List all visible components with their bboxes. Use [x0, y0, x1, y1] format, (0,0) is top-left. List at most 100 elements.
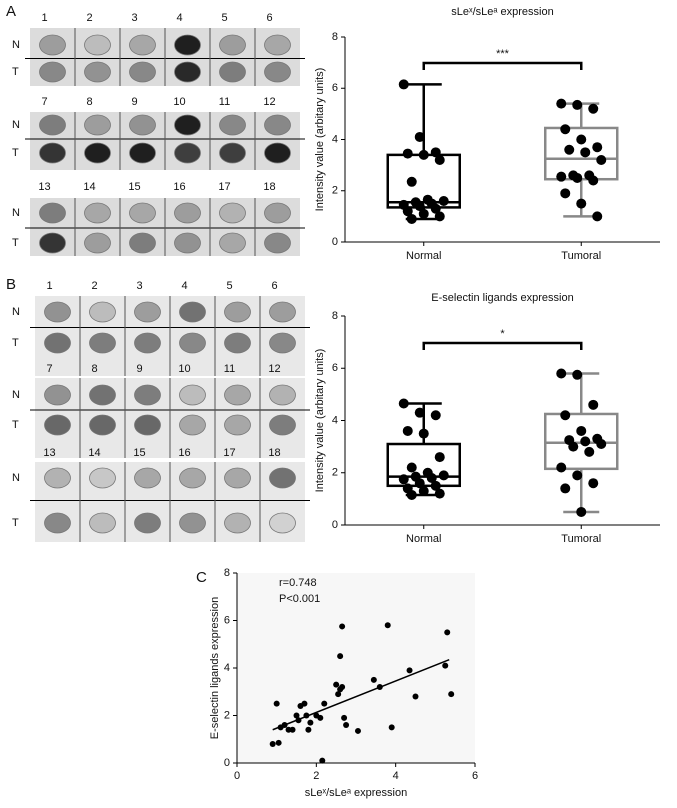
sample-number: 3	[131, 12, 137, 24]
sample-number: 18	[268, 447, 280, 459]
blot-dot	[219, 61, 246, 83]
significance-bracket	[422, 341, 583, 350]
significance-bracket	[422, 61, 583, 70]
blot-dot	[84, 61, 111, 83]
data-point	[438, 196, 449, 206]
blot-dot	[224, 512, 251, 534]
data-point	[556, 368, 567, 379]
data-point	[580, 147, 591, 158]
panel-label: C	[196, 569, 207, 586]
sample-number: 16	[178, 447, 190, 459]
blot-dot	[84, 232, 111, 254]
y-tick-label: 6	[224, 614, 230, 626]
sample-number: 2	[91, 280, 97, 292]
blot-dot	[179, 384, 206, 406]
data-point	[293, 712, 300, 719]
blot-dot	[129, 142, 156, 164]
blot-dot	[219, 232, 246, 254]
row-label: T	[12, 517, 19, 529]
data-point	[430, 147, 441, 158]
blot-dot	[224, 414, 251, 436]
blot-dot	[134, 512, 161, 534]
data-point	[568, 441, 579, 452]
data-point	[560, 410, 571, 421]
data-point	[402, 425, 413, 436]
data-point	[406, 489, 417, 500]
blot-dot	[129, 232, 156, 254]
data-point	[588, 103, 599, 114]
blot-dot	[39, 61, 66, 83]
y-tick-label: 8	[224, 567, 230, 579]
data-point	[281, 722, 288, 728]
data-point	[406, 176, 417, 187]
blot-dot	[39, 34, 66, 56]
blot-dot	[84, 114, 111, 136]
data-point	[430, 480, 441, 491]
data-point	[269, 741, 276, 747]
data-point	[430, 203, 441, 214]
blot-dot	[174, 114, 201, 136]
blot-dot	[264, 202, 291, 224]
blot-dot	[84, 34, 111, 56]
x-tick-label: 4	[393, 770, 399, 782]
data-point	[430, 410, 441, 421]
y-tick-label: 2	[224, 709, 230, 721]
data-point	[295, 717, 302, 724]
blot-dot	[84, 142, 111, 164]
data-point	[560, 483, 571, 494]
blot-dot	[179, 467, 206, 489]
data-point	[343, 722, 350, 728]
sample-number: 7	[41, 96, 47, 108]
data-point	[402, 206, 413, 217]
blot-dot	[89, 384, 116, 406]
data-point	[434, 452, 445, 463]
blot-dot	[174, 34, 201, 56]
blot-dot	[129, 34, 156, 56]
blot-dot	[269, 467, 296, 489]
blot-dot	[179, 414, 206, 436]
data-point	[560, 188, 571, 199]
y-tick-label: 8	[332, 31, 338, 43]
y-tick-label: 8	[332, 310, 338, 322]
data-point	[560, 124, 571, 135]
data-point	[596, 155, 607, 165]
y-tick-label: 2	[332, 467, 338, 479]
sample-number: 6	[266, 12, 272, 24]
data-point	[376, 684, 383, 690]
data-point	[414, 201, 425, 212]
data-point	[556, 98, 567, 109]
data-point	[398, 398, 409, 409]
sample-number: 5	[226, 280, 232, 292]
blot-dot	[224, 332, 251, 354]
data-point	[592, 211, 603, 222]
blot-dot	[174, 142, 201, 164]
data-point	[434, 211, 445, 222]
row-label: T	[12, 66, 19, 78]
data-point	[335, 691, 342, 698]
blot-dot	[269, 512, 296, 534]
sample-number: 1	[41, 12, 47, 24]
data-point	[576, 425, 587, 436]
panel-label: A	[6, 3, 16, 20]
data-point	[592, 142, 603, 153]
box	[386, 442, 461, 488]
data-point	[596, 439, 607, 450]
y-tick-label: 0	[224, 757, 230, 769]
data-point	[572, 369, 583, 380]
sample-number: 1	[46, 280, 52, 292]
blot-dot	[89, 467, 116, 489]
y-tick-label: 0	[332, 519, 338, 531]
data-point	[418, 486, 429, 497]
data-point	[339, 684, 346, 690]
x-tick-label: Tumoral	[561, 533, 601, 545]
data-point	[418, 208, 429, 219]
blot-dot	[134, 332, 161, 354]
x-tick-label: Tumoral	[561, 250, 601, 262]
data-point	[412, 693, 419, 700]
sample-number: 15	[133, 447, 145, 459]
sample-number: 2	[86, 12, 92, 24]
box	[544, 412, 619, 471]
data-point	[337, 653, 344, 660]
data-point	[448, 691, 455, 698]
